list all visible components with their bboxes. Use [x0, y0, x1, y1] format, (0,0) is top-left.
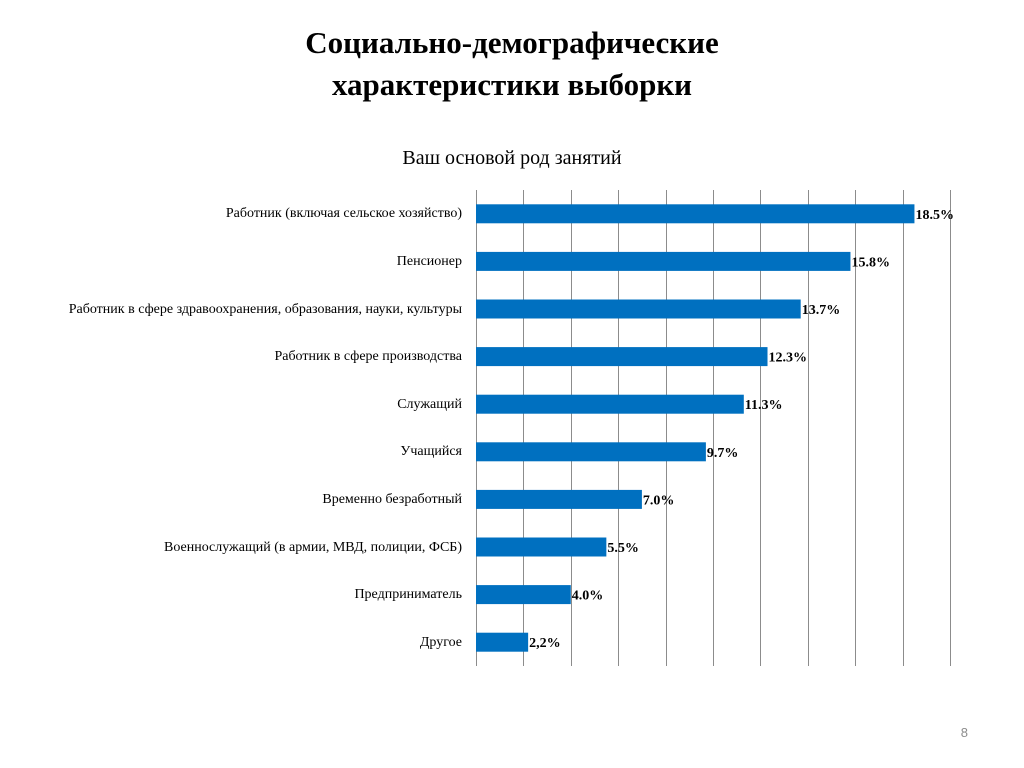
bar-5 [476, 394, 744, 414]
data-label-7: 7.0% [643, 493, 675, 508]
category-label-3: Работник в сфере здравоохранения, образо… [68, 301, 462, 317]
data-label-9: 4.0% [572, 589, 604, 604]
bar-2 [476, 251, 851, 271]
bars [476, 204, 915, 652]
chart-title: Ваш основой род занятий [402, 147, 622, 169]
category-label-9: Предприниматель [354, 587, 462, 603]
bar-6 [476, 442, 706, 462]
bar-10 [476, 632, 529, 652]
category-label-4: Работник в сфере производства [274, 349, 462, 365]
data-label-1: 18.5% [915, 208, 954, 223]
category-label-7: Временно безработный [322, 491, 462, 507]
page-number: 8 [960, 725, 968, 740]
data-label-8: 5.5% [607, 541, 639, 556]
data-label-3: 13.7% [802, 303, 841, 318]
category-label-2: Пенсионер [396, 253, 462, 269]
slide-title-line-1: Социально-демографические [305, 25, 719, 60]
bar-4 [476, 347, 768, 367]
data-label-2: 15.8% [851, 255, 890, 270]
bar-8 [476, 537, 607, 557]
category-label-10: Другое [419, 634, 462, 650]
data-label-6: 9.7% [707, 446, 739, 461]
data-label-5: 11.3% [745, 398, 783, 413]
bar-3 [476, 299, 801, 319]
category-label-5: Служащий [397, 396, 462, 412]
data-label-10: 2,2% [529, 636, 561, 651]
data-labels: 18.5% 15.8% 13.7% 12.3% 11.3% 9.7% 7.0% 5.5% 4.0… [529, 208, 954, 651]
category-label-8: Военнослужащий (в армии, МВД, полиции, Ф… [163, 539, 462, 555]
data-label-4: 12.3% [769, 351, 808, 366]
slide-title-line-2: характеристики выборки [331, 67, 693, 102]
bar-7 [476, 489, 642, 509]
bar-9 [476, 585, 571, 605]
bar-1 [476, 204, 915, 224]
category-label-1: Работник (включая сельское хозяйство) [225, 206, 462, 222]
category-label-6: Учащийся [400, 444, 462, 460]
slide-title: Социально-демографические характеристики… [0, 22, 1024, 106]
